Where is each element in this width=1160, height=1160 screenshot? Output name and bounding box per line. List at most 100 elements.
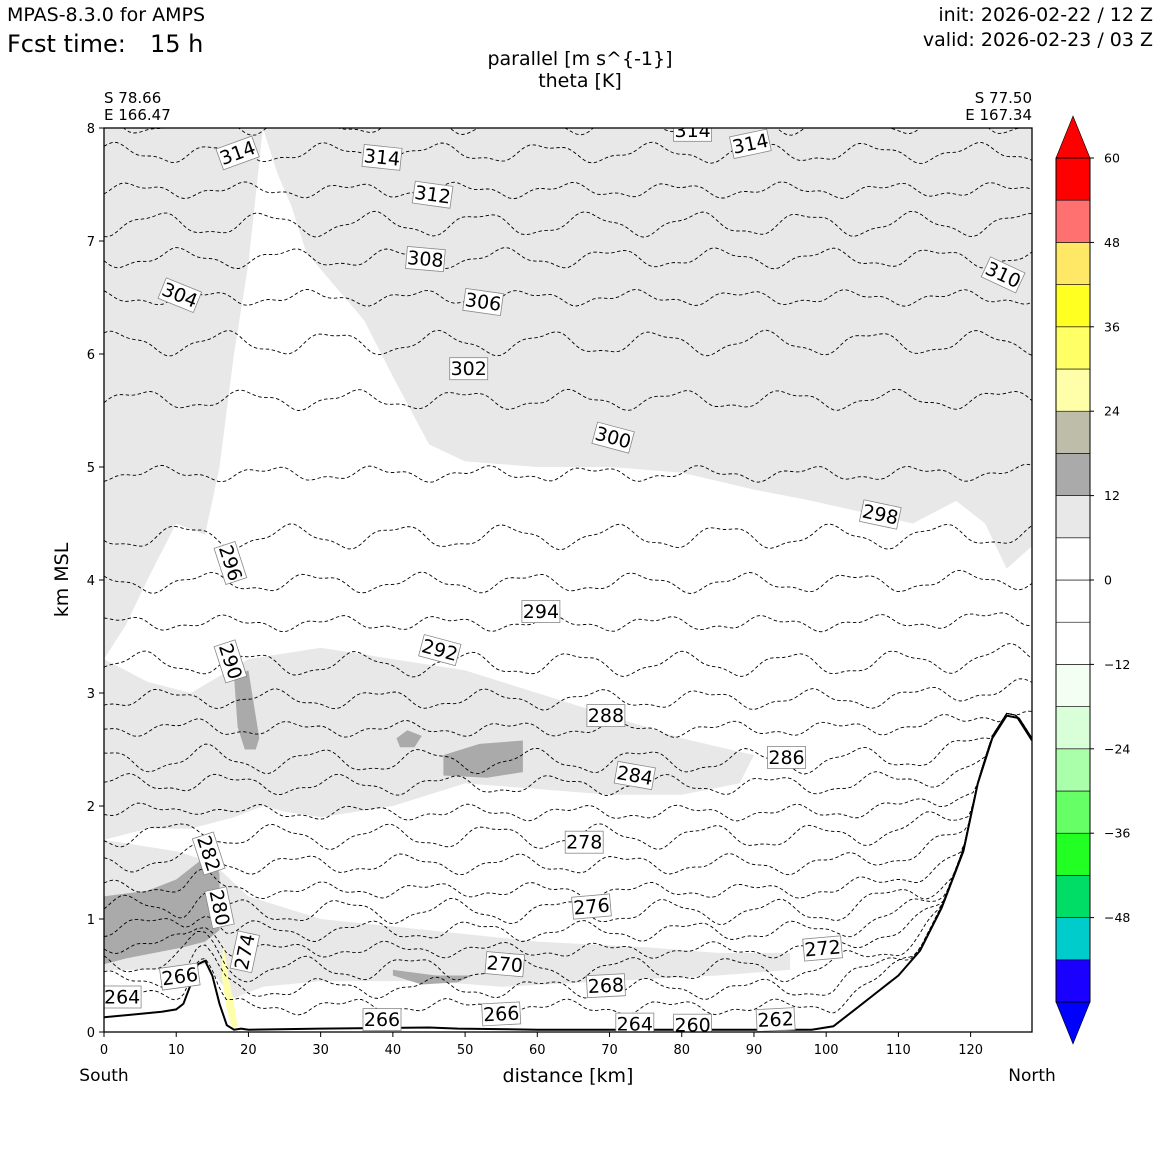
contour-label-text: 308 [406,247,444,272]
theta-contour-300 [104,463,1032,483]
contour-label-box [591,421,635,454]
contour-label-box [159,962,201,991]
x-tick-label: 110 [886,1043,911,1058]
contour-label-box [213,639,248,684]
contour-label-box [802,935,843,962]
y-tick-label: 8 [87,122,95,137]
contour-label-text: 268 [587,974,624,998]
shading-layer [104,128,1032,1029]
y-tick-label: 4 [87,574,95,589]
x-tick-label: 90 [746,1043,763,1058]
contour-label-266: 266 [362,1008,402,1031]
contour-label-314: 314 [673,128,712,142]
x-tick-label: 60 [529,1043,546,1058]
theta-contour-280 [104,712,1032,850]
theta-contour-306 [104,288,1032,307]
shade-upper-light-band [104,128,1032,660]
contour-label-296: 296 [213,541,248,585]
contour-label-box [585,973,626,999]
colorbar-bin [1055,748,1091,792]
contour-label-text: 296 [214,543,246,584]
contour-label-box [586,704,626,727]
x-tick-label: 70 [601,1043,618,1058]
shade-yellow-wedge [221,941,238,1029]
contour-label-box [571,893,612,920]
theta-contour-314 [104,141,1032,165]
theta-contour-308 [104,247,1032,270]
x-tick-label: 120 [958,1043,983,1058]
colorbar-bin [1055,832,1091,876]
colorbar-bin [1055,537,1091,581]
left-end-lon: E 166.47 [104,106,171,124]
y-tick-label: 0 [87,1026,95,1041]
theta-contour-266 [104,712,1032,1000]
contour-label-288: 288 [586,704,626,727]
contour-label-box [484,951,526,978]
north-end-label: North [1008,1066,1056,1086]
contour-label-text: 266 [160,964,199,991]
y-tick-label: 7 [87,235,95,250]
colorbar-bin [1055,959,1091,1003]
shade-dark-blob-left [104,851,220,965]
theta-contour-282 [104,712,1032,822]
theta-contour-302 [104,388,1032,411]
contour-label-314: 314 [361,144,403,171]
colorbar-bin [1055,326,1091,370]
contour-label-box [204,886,235,930]
contour-label-box [767,746,806,769]
right-end-lon: E 167.34 [965,106,1032,124]
model-title: MPAS-8.3.0 for AMPS [7,4,206,26]
y-tick-label: 6 [87,348,95,363]
colorbar-tick-label: −36 [1104,826,1130,841]
contour-label-264: 264 [104,985,142,1009]
x-tick-label: 0 [100,1043,108,1058]
colorbar-bin [1055,242,1091,285]
theta-contour-274 [104,712,1032,926]
contour-label-box [157,277,203,314]
valid-time: valid: 2026-02-23 / 03 Z [922,29,1153,51]
colorbar-over-arrow [1055,115,1091,159]
contour-label-box [673,128,712,142]
x-tick-label: 40 [385,1043,402,1058]
contour-label-text: 294 [523,601,559,623]
contour-label-box [213,541,248,585]
theta-contour-298 [104,523,1032,551]
contour-label-box [564,830,604,854]
terrain-layer [104,714,1032,1031]
contour-label-text: 266 [483,1002,520,1026]
theta-contour-268 [104,712,1032,983]
contour-label-box [980,256,1026,294]
colorbar-tick-label: 0 [1104,573,1112,588]
contour-label-276: 276 [571,893,612,920]
contour-label-268: 268 [585,973,626,999]
theta-contour-284 [104,712,1032,796]
contour-label-270: 270 [484,951,526,978]
colorbar-bin [1055,579,1091,623]
contour-label-text: 278 [566,832,602,854]
colorbar-tick-label: 24 [1104,404,1120,419]
shade-dark-blob-small [396,730,422,748]
init-time: init: 2026-02-22 / 12 Z [938,4,1153,26]
contour-label-box [229,930,260,974]
contour-label-box [521,600,561,623]
contour-label-292: 292 [418,634,462,667]
contour-label-box [673,1013,712,1032]
contour-label-text: 276 [573,895,611,920]
contour-label-box [613,760,656,791]
contour-label-text: 264 [617,1014,653,1036]
contour-label-box [755,1007,796,1032]
y-tick-label: 3 [87,687,95,702]
contour-label-box [362,1008,402,1031]
colorbar-bin [1055,790,1091,834]
contour-label-box [191,831,226,876]
y-tick-label: 2 [87,800,95,815]
chart-title-line1: parallel [m s^{-1}] [487,48,673,70]
theta-contour-304 [104,329,1032,357]
contour-label-264: 264 [615,1012,655,1036]
contour-label-box [449,357,489,381]
colorbar-tick-label: −48 [1104,910,1130,925]
theta-contour-292 [104,643,1032,678]
theta-contour-276 [104,712,1032,900]
contour-label-box [411,180,454,209]
